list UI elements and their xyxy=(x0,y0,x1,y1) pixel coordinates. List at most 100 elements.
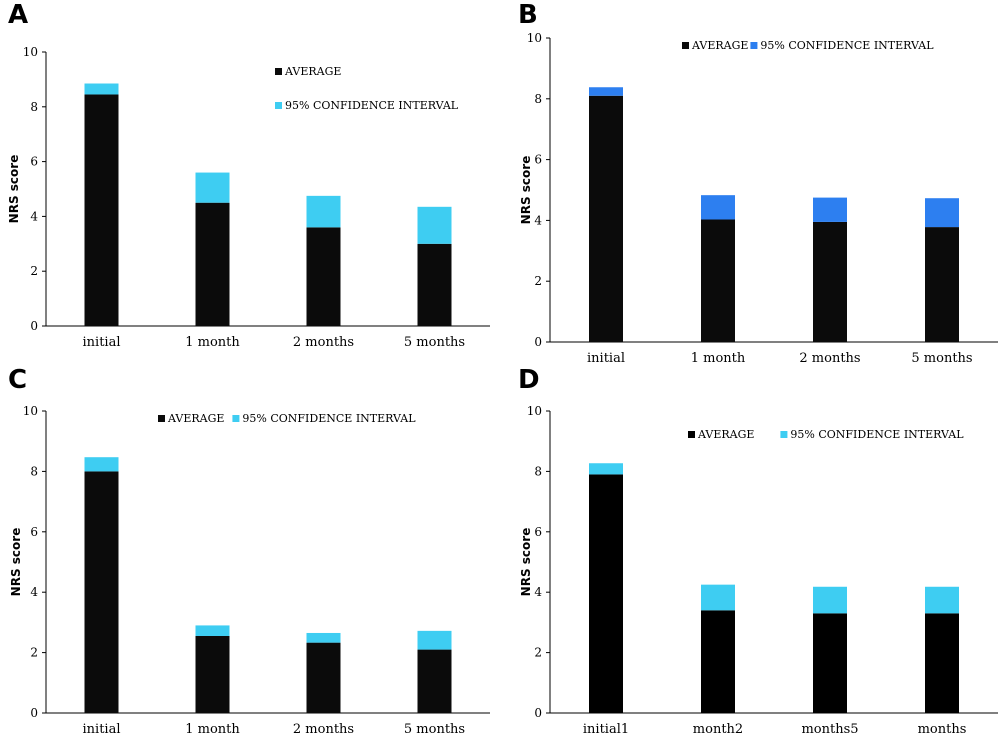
chart-panel-c: C 0 2 4 6 8 10 NRS score initial 1 month 2 months… xyxy=(0,365,500,733)
x-tick-label: 2 months xyxy=(293,722,354,733)
bar-confidence-interval xyxy=(84,457,119,472)
y-tick-label: 2 xyxy=(534,646,542,660)
y-tick-label: 8 xyxy=(30,464,38,478)
y-axis-title: NRS score xyxy=(519,156,533,225)
x-tick-label: 1 month xyxy=(185,722,240,733)
bar-confidence-interval xyxy=(195,172,230,203)
y-tick-label: 10 xyxy=(527,31,542,45)
bar-confidence-interval xyxy=(813,586,847,614)
x-tick-label: 5 months xyxy=(404,335,465,350)
bar-confidence-interval xyxy=(701,584,735,611)
bar-average xyxy=(195,635,230,713)
bar-average xyxy=(306,227,341,326)
y-tick-label: 6 xyxy=(534,525,542,539)
y-tick-label: 8 xyxy=(30,100,38,114)
legend-label: AVERAGE xyxy=(284,65,341,78)
y-tick-label: 10 xyxy=(527,404,542,418)
bar-average xyxy=(417,243,452,326)
y-tick-label: 10 xyxy=(23,45,38,59)
y-tick-label: 0 xyxy=(534,706,542,720)
legend-label: AVERAGE xyxy=(697,428,754,441)
y-tick-label: 0 xyxy=(534,335,542,349)
legend-swatch xyxy=(688,431,695,438)
y-tick-label: 8 xyxy=(534,464,542,478)
panel-label: D xyxy=(518,365,540,395)
bar-average xyxy=(195,202,230,326)
bar-chart-b: 0 2 4 6 8 10 NRS score initial 1 month 2 months 5 … xyxy=(519,31,998,366)
legend-label: AVERAGE xyxy=(691,39,748,52)
legend-swatch xyxy=(780,431,788,438)
legend-label: AVERAGE xyxy=(167,412,224,425)
y-tick-label: 6 xyxy=(30,155,38,169)
bar-average xyxy=(701,610,735,713)
bar-chart-a: 0 2 4 6 8 10 NRS score initial 1 month 2 months 5 … xyxy=(7,45,490,350)
bar-average xyxy=(813,613,847,713)
legend-swatch xyxy=(750,42,758,49)
bar-average xyxy=(589,474,623,713)
y-tick-label: 10 xyxy=(23,404,38,418)
legend-label: 95% CONFIDENCE INTERVAL xyxy=(760,39,934,52)
x-tick-label: initial xyxy=(587,351,625,366)
bar-average xyxy=(589,95,623,342)
chart-panel-a: A 0 2 4 6 8 10 NRS score initial 1 month 2 months… xyxy=(0,0,500,360)
y-tick-label: 2 xyxy=(30,646,38,660)
legend-label: 95% CONFIDENCE INTERVAL xyxy=(285,99,459,112)
bar-average xyxy=(925,613,959,713)
bar-confidence-interval xyxy=(589,463,623,475)
y-tick-label: 4 xyxy=(30,209,38,223)
y-tick-label: 0 xyxy=(30,706,38,720)
x-tick-label: 2 months xyxy=(799,351,860,366)
y-tick-label: 4 xyxy=(534,585,542,599)
y-tick-label: 6 xyxy=(534,153,542,167)
y-tick-label: 6 xyxy=(30,525,38,539)
bar-average xyxy=(306,642,341,713)
bar-average xyxy=(701,219,735,342)
y-tick-label: 2 xyxy=(534,274,542,288)
legend-swatch xyxy=(682,42,689,49)
y-axis-title: NRS score xyxy=(9,528,23,597)
y-tick-label: 0 xyxy=(30,319,38,333)
bar-confidence-interval xyxy=(306,632,341,643)
y-axis-title: NRS score xyxy=(7,155,21,224)
bar-chart-d: 0 2 4 6 8 10 NRS score initial1 month2 months5 mon… xyxy=(519,404,998,733)
x-tick-label: initial1 xyxy=(583,722,629,733)
bar-confidence-interval xyxy=(813,197,847,222)
bar-average xyxy=(84,471,119,713)
y-tick-label: 2 xyxy=(30,264,38,278)
bar-chart-c: 0 2 4 6 8 10 NRS score initial 1 month 2 months 5 … xyxy=(9,404,490,733)
x-tick-label: 5 months xyxy=(911,351,972,366)
x-tick-label: 1 month xyxy=(185,335,240,350)
bar-confidence-interval xyxy=(925,586,959,614)
x-tick-label: 5 months xyxy=(404,722,465,733)
bar-confidence-interval xyxy=(925,198,959,228)
panel-label: C xyxy=(8,365,28,395)
y-tick-label: 8 xyxy=(534,92,542,106)
x-tick-label: month2 xyxy=(693,722,743,733)
bar-average xyxy=(84,94,119,326)
x-tick-label: months5 xyxy=(801,722,858,733)
bar-confidence-interval xyxy=(306,195,341,228)
bar-confidence-interval xyxy=(84,83,119,95)
panel-label: B xyxy=(518,0,538,30)
x-tick-label: initial xyxy=(83,722,121,733)
bar-average xyxy=(417,649,452,713)
x-tick-label: 1 month xyxy=(691,351,746,366)
y-tick-label: 4 xyxy=(534,213,542,227)
legend-swatch xyxy=(232,415,240,422)
legend-swatch xyxy=(158,415,165,422)
legend-swatch xyxy=(275,102,282,109)
y-axis-title: NRS score xyxy=(519,528,533,597)
x-tick-label: months xyxy=(918,722,967,733)
bar-confidence-interval xyxy=(589,87,623,96)
bar-confidence-interval xyxy=(417,206,452,244)
legend-swatch xyxy=(275,68,282,75)
legend-label: 95% CONFIDENCE INTERVAL xyxy=(242,412,416,425)
legend-label: 95% CONFIDENCE INTERVAL xyxy=(790,428,964,441)
x-tick-label: initial xyxy=(83,335,121,350)
panel-label: A xyxy=(8,0,29,30)
bar-average xyxy=(925,227,959,342)
y-tick-label: 4 xyxy=(30,585,38,599)
chart-panel-b: B 0 2 4 6 8 10 NRS score initial 1 month 2 months… xyxy=(510,0,1000,366)
x-tick-label: 2 months xyxy=(293,335,354,350)
bar-average xyxy=(813,221,847,342)
